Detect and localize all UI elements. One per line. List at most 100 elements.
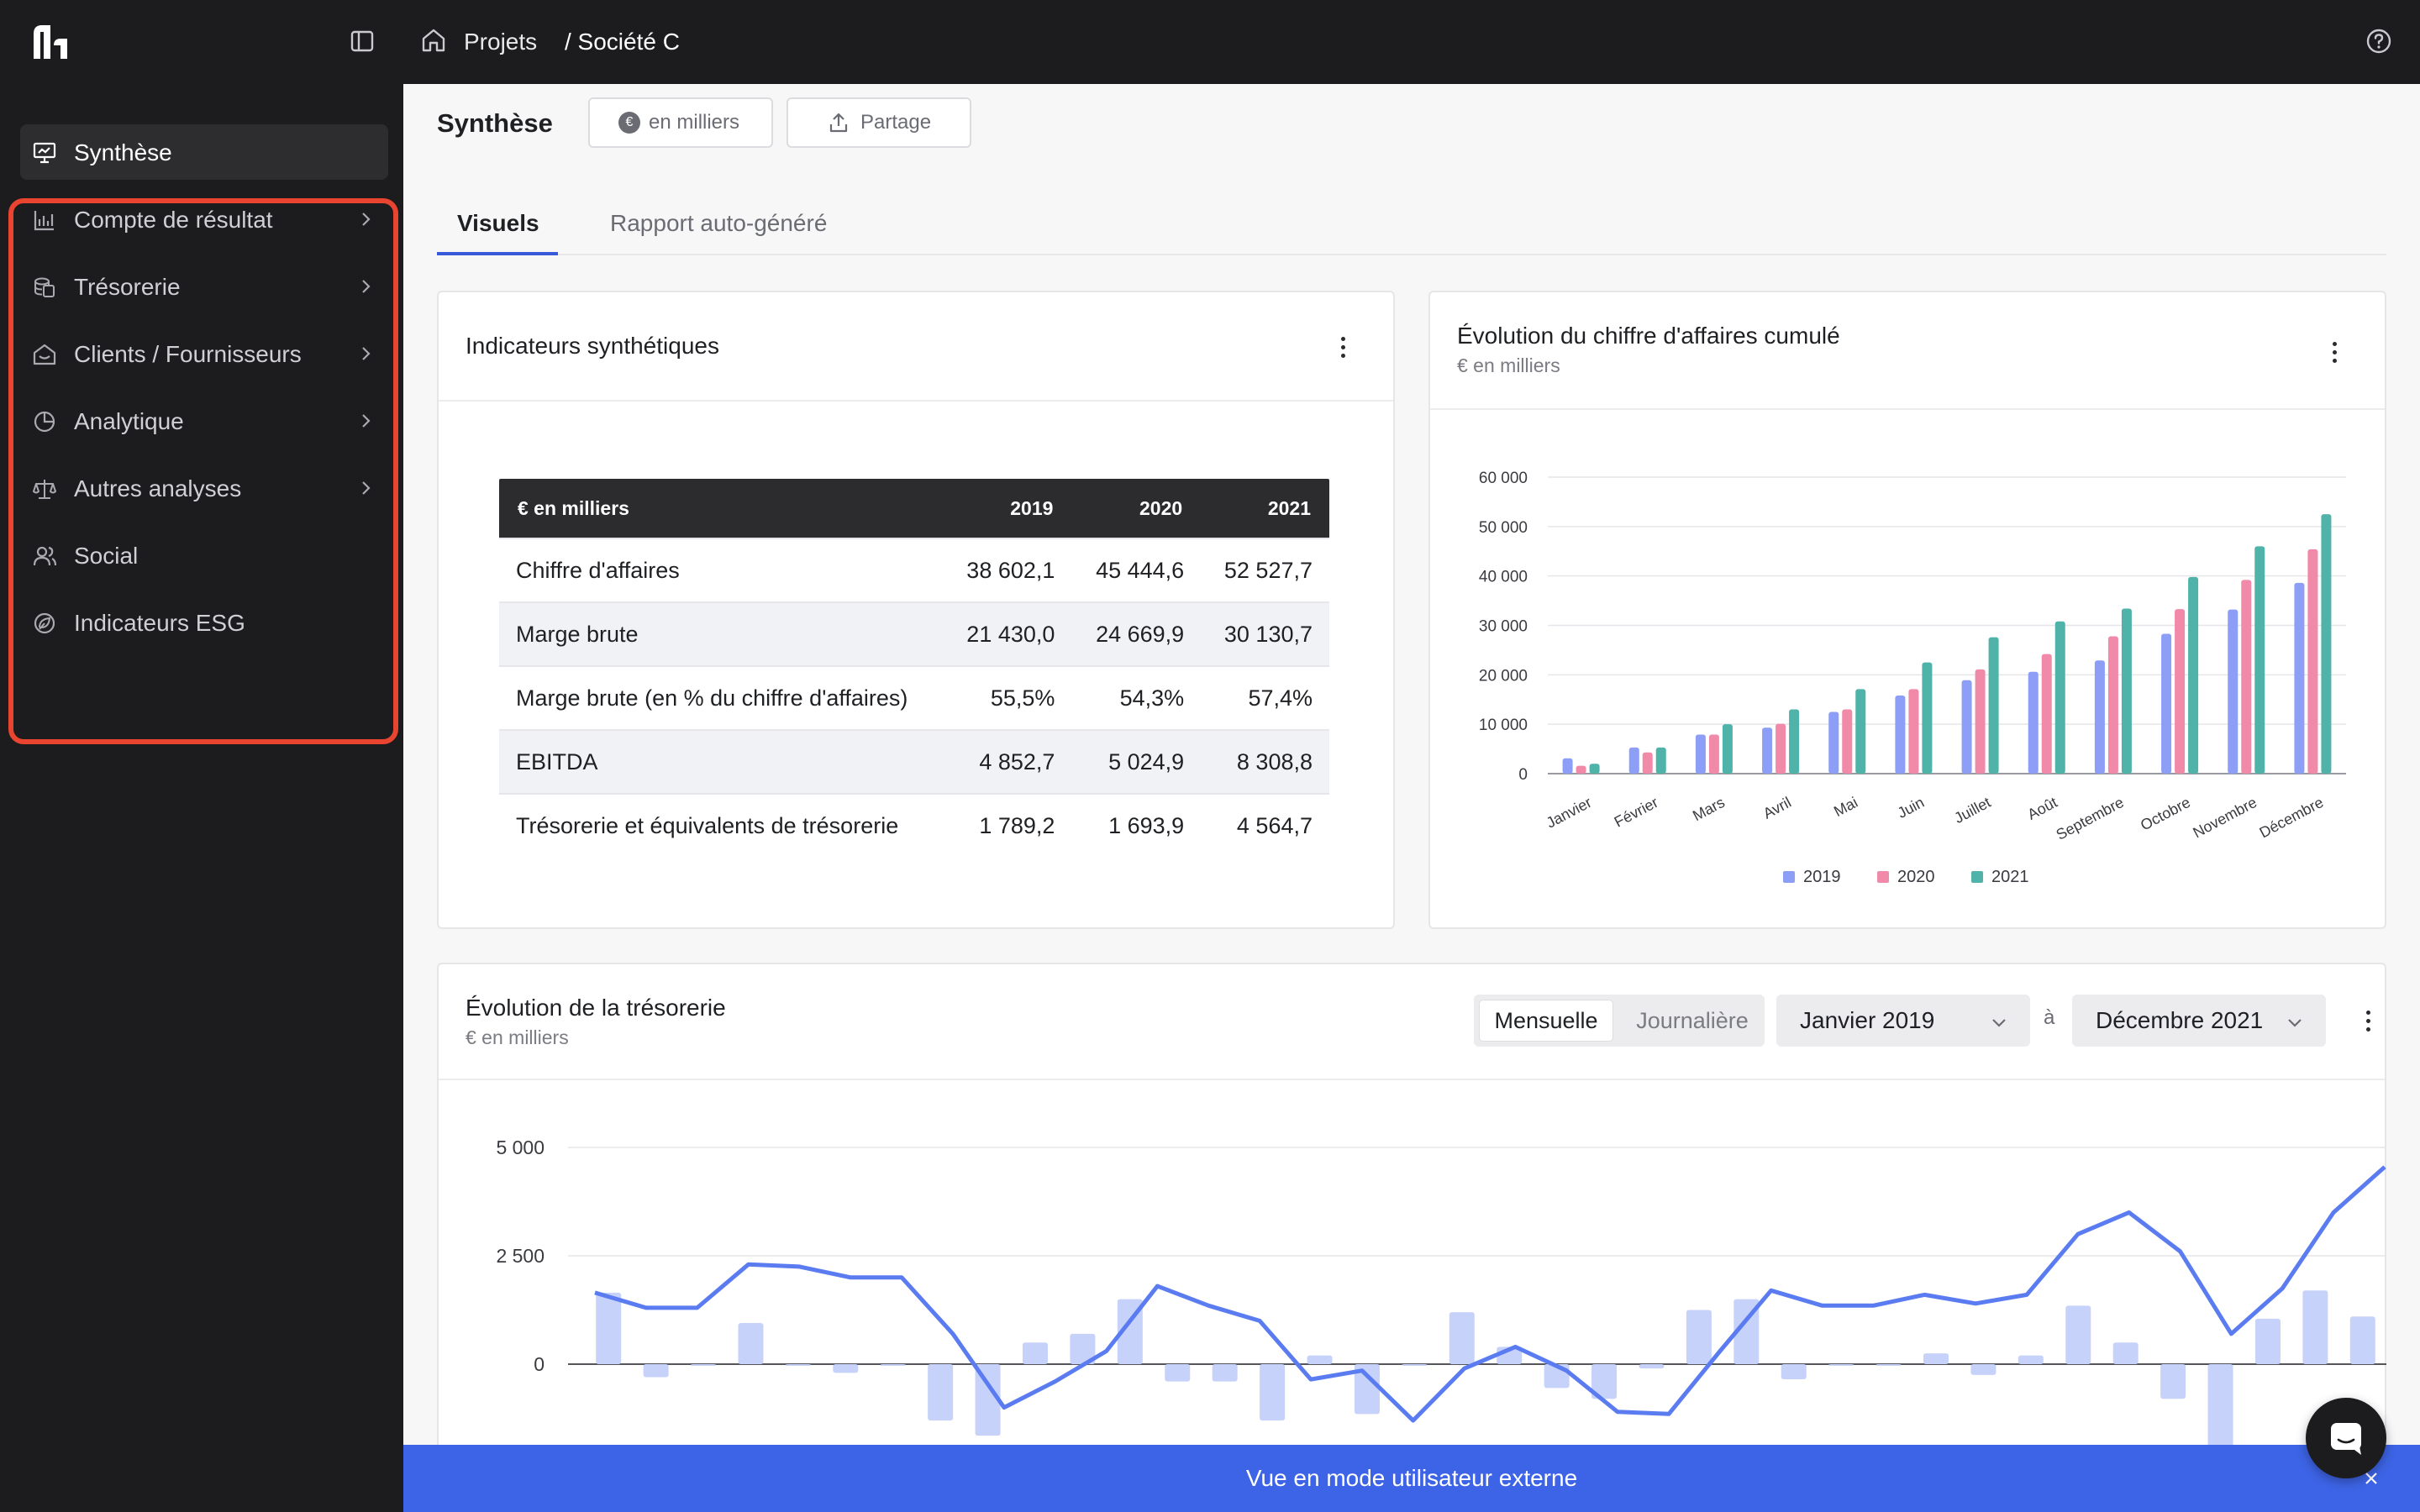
x-tick-label: Décembre	[2257, 794, 2327, 842]
sidebar-item-label: Trésorerie	[74, 274, 181, 300]
bar-variation	[1023, 1342, 1048, 1364]
bar-2019	[1628, 747, 1639, 774]
x-tick-label: Novembre	[2190, 794, 2260, 842]
table-row: Chiffre d'affaires 38 602,1 45 444,6 52 …	[499, 538, 1329, 602]
table-cell: Trésorerie et équivalents de trésorerie	[499, 793, 946, 857]
bar-2019	[2294, 582, 2305, 774]
table-cell: 5 024,9	[1071, 729, 1202, 794]
sidebar-item-compte-de-resultat[interactable]: Compte de résultat	[20, 192, 388, 247]
sidebar-item-label: Indicateurs ESG	[74, 610, 245, 636]
page-title: Synthèse	[437, 108, 553, 138]
tab-rapport-auto-genere[interactable]: Rapport auto-généré	[610, 210, 828, 236]
card-header: Indicateurs synthétiques	[439, 292, 1393, 402]
bar-variation	[833, 1364, 859, 1373]
top-bar: Projets / Société C	[0, 0, 2420, 84]
sidebar-item-indicateurs-esg[interactable]: Indicateurs ESG	[20, 595, 388, 650]
x-tick-label: Janvier	[1544, 794, 1595, 832]
bar-2019	[1562, 758, 1573, 774]
sidebar-item-label: Compte de résultat	[74, 207, 273, 233]
close-icon[interactable]	[2360, 1467, 2383, 1490]
help-icon[interactable]	[2365, 27, 2393, 55]
end-period-select[interactable]: Décembre 2021	[2072, 995, 2326, 1047]
sidebar-item-clients-fournisseurs[interactable]: Clients / Fournisseurs	[20, 326, 388, 381]
sidebar-item-label: Clients / Fournisseurs	[74, 341, 302, 367]
chevron-right-icon	[362, 481, 371, 495]
bar-variation	[738, 1322, 764, 1364]
external-user-banner: Vue en mode utilisateur externe	[403, 1445, 2420, 1512]
sidebar-item-social[interactable]: Social	[20, 528, 388, 583]
bar-2019	[1695, 734, 1706, 774]
bar-2021	[1922, 662, 1933, 774]
more-options-icon[interactable]	[2363, 1008, 2373, 1035]
card-title: Indicateurs synthétiques	[466, 333, 719, 359]
legend-swatch	[1877, 871, 1889, 883]
y-tick-label: 40 000	[1479, 569, 1528, 586]
x-tick-label: Septembre	[2054, 794, 2127, 843]
more-options-icon[interactable]	[2329, 339, 2339, 366]
bar-2020	[2307, 549, 2318, 774]
bar-variation	[1828, 1364, 1854, 1366]
table-header: 2020	[1071, 479, 1202, 538]
bar-variation	[1260, 1364, 1286, 1421]
bar-2021	[2321, 514, 2332, 774]
euro-icon: €	[618, 112, 640, 134]
unit-button[interactable]: € en milliers	[588, 97, 773, 148]
granularity-monthly[interactable]: Mensuelle	[1479, 1000, 1613, 1042]
tab-visuels[interactable]: Visuels	[457, 210, 539, 236]
bar-variation	[2302, 1290, 2328, 1364]
view-tabs: Visuels Rapport auto-généré	[437, 190, 2386, 255]
bar-chart-icon	[34, 211, 54, 231]
start-period-select[interactable]: Janvier 2019	[1776, 995, 2030, 1047]
bar-variation	[596, 1292, 622, 1364]
bar-2019	[2094, 660, 2105, 774]
sidebar-item-tresorerie[interactable]: Trésorerie	[20, 259, 388, 314]
indicators-table: € en milliers 2019 2020 2021 Chiffre d'a…	[497, 477, 1331, 858]
table-cell: EBITDA	[499, 729, 946, 794]
bar-variation	[2207, 1364, 2233, 1447]
table-cell: 55,5%	[945, 665, 1072, 730]
bar-variation	[880, 1364, 906, 1366]
chevron-right-icon	[362, 414, 371, 428]
table-cell: 4 852,7	[945, 729, 1072, 794]
sidebar-item-synthese[interactable]: Synthèse	[20, 124, 388, 180]
table-header-row: € en milliers 2019 2020 2021	[499, 479, 1329, 538]
sidebar-item-autres-analyses[interactable]: Autres analyses	[20, 460, 388, 516]
x-tick-label: Février	[1612, 794, 1661, 831]
legend-label: 2021	[1991, 868, 2029, 886]
bar-2021	[1655, 747, 1666, 774]
card-subtitle: € en milliers	[466, 1026, 569, 1048]
bar-variation	[2112, 1342, 2139, 1364]
sidebar-toggle-icon[interactable]	[350, 29, 375, 54]
table-cell: Marge brute (en % du chiffre d'affaires)	[499, 665, 946, 730]
y-tick-label: 50 000	[1479, 519, 1528, 537]
bar-variation	[1923, 1353, 1949, 1364]
table-cell: 24 669,9	[1071, 601, 1202, 666]
legend-label: 2020	[1897, 868, 1935, 886]
breadcrumb-projects[interactable]: Projets	[464, 29, 538, 55]
x-tick-label: Avril	[1760, 794, 1794, 822]
chat-support-button[interactable]	[2306, 1398, 2386, 1478]
bar-2021	[1988, 637, 1999, 774]
chat-icon	[2331, 1423, 2361, 1455]
main-content: Synthèse € en milliers Partage Visuels R…	[403, 84, 2420, 1512]
sidebar-item-analytique[interactable]: Analytique	[20, 393, 388, 449]
y-tick-label: 30 000	[1479, 618, 1528, 636]
app-logo[interactable]	[32, 24, 69, 60]
home-icon[interactable]	[420, 27, 447, 54]
table-cell: 45 444,6	[1071, 538, 1202, 602]
table-row: Trésorerie et équivalents de trésorerie …	[499, 793, 1329, 857]
bar-variation	[785, 1364, 811, 1366]
more-options-icon[interactable]	[1338, 334, 1348, 361]
table-cell: 1 789,2	[945, 793, 1072, 857]
nav-highlight-frame	[8, 198, 398, 744]
breadcrumb-company: / Société C	[565, 29, 680, 55]
table-cell: 57,4%	[1201, 665, 1329, 730]
active-tab-underline	[437, 252, 558, 255]
bar-variation	[1781, 1364, 1807, 1380]
chevron-down-icon	[2288, 1019, 2302, 1027]
share-button[interactable]: Partage	[786, 97, 971, 148]
granularity-daily[interactable]: Journalière	[1636, 1007, 1749, 1033]
bar-2021	[2121, 608, 2132, 774]
bar-2020	[2241, 580, 2252, 774]
bar-variation	[1639, 1364, 1665, 1369]
